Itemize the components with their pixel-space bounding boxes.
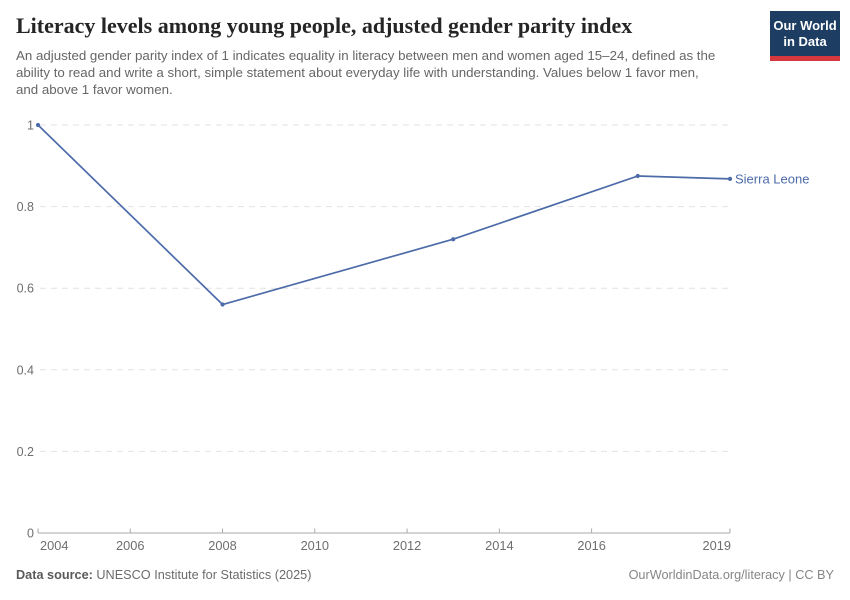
- x-tick-label: 2008: [208, 538, 236, 553]
- series-sierra-leone[interactable]: Sierra Leone: [35, 122, 810, 307]
- x-tick-label: 2012: [393, 538, 421, 553]
- x-tick-label: 2004: [40, 538, 68, 553]
- license-note[interactable]: OurWorldinData.org/literacy | CC BY: [628, 568, 834, 582]
- x-tick-label: 2006: [116, 538, 144, 553]
- series-end-label[interactable]: Sierra Leone: [735, 171, 809, 186]
- data-point[interactable]: [35, 122, 41, 128]
- y-tick-label: 0.6: [17, 282, 34, 296]
- data-source-label: Data source:: [16, 568, 93, 582]
- data-source-text: UNESCO Institute for Statistics (2025): [92, 568, 312, 582]
- data-source-note: Data source: UNESCO Institute for Statis…: [16, 568, 311, 582]
- x-tick-label: 2019: [703, 538, 731, 553]
- y-tick-label: 0: [27, 527, 34, 541]
- y-tick-label: 0.4: [17, 363, 34, 377]
- data-point[interactable]: [220, 302, 225, 307]
- y-tick-label: 0.8: [17, 200, 34, 214]
- data-line[interactable]: [37, 124, 731, 306]
- chart-subtitle: An adjusted gender parity index of 1 ind…: [16, 48, 716, 97]
- data-point[interactable]: [727, 176, 733, 181]
- x-tick-label: 2016: [577, 538, 605, 553]
- x-tick-label: 2014: [485, 538, 513, 553]
- owid-logo-line1: Our World: [773, 18, 837, 33]
- data-point[interactable]: [635, 173, 640, 179]
- y-tick-label: 1: [27, 119, 34, 133]
- owid-logo-line2: in Data: [783, 34, 827, 49]
- page-title: Literacy levels among young people, adju…: [16, 13, 633, 38]
- x-tick-label: 2010: [301, 538, 329, 553]
- chart-footer: Data source: UNESCO Institute for Statis…: [16, 568, 834, 582]
- owid-logo[interactable]: Our World in Data: [770, 11, 840, 61]
- data-point[interactable]: [451, 237, 456, 242]
- y-tick-label: 0.2: [17, 445, 34, 459]
